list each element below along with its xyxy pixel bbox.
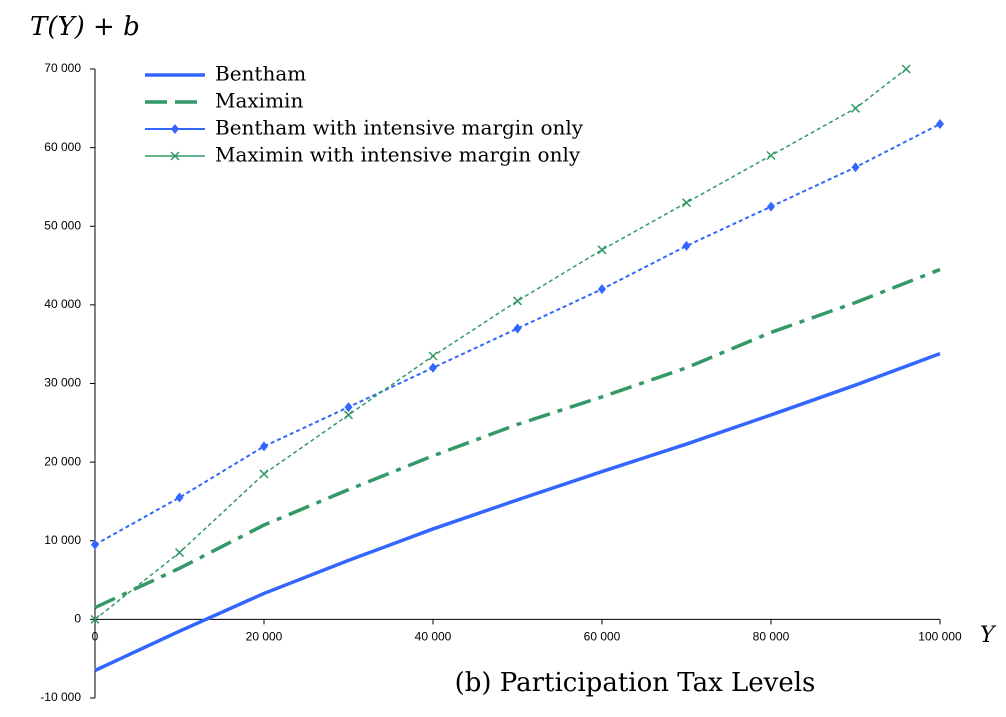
subtitle: (b) Participation Tax Levels	[455, 668, 816, 698]
x-tick-label: 60 000	[584, 630, 621, 644]
point-marker	[597, 245, 607, 255]
legend-label: Bentham	[215, 62, 306, 86]
point-marker	[260, 441, 268, 452]
point-marker	[850, 103, 861, 113]
legend-label: Maximin with intensive margin only	[215, 143, 581, 167]
point-marker	[598, 284, 606, 295]
point-marker	[259, 469, 269, 479]
point-marker	[174, 548, 185, 558]
point-marker	[429, 362, 437, 373]
point-marker	[513, 323, 522, 334]
y-tick-label: 20 000	[44, 454, 81, 468]
point-marker	[512, 296, 523, 306]
x-axis-label: Y	[980, 623, 997, 648]
y-tick-label: 30 000	[44, 376, 81, 390]
point-marker	[91, 539, 99, 550]
point-marker	[901, 64, 911, 74]
point-marker	[851, 162, 860, 173]
x-tick-label: 0	[92, 630, 99, 644]
y-tick-label: 10 000	[44, 533, 81, 547]
y-axis-label: T(Y) + b	[30, 12, 140, 42]
point-marker	[428, 351, 438, 361]
legend-label: Bentham with intensive margin only	[215, 116, 584, 140]
y-tick-label: 40 000	[44, 297, 81, 311]
legend-marker	[170, 151, 180, 161]
legend-marker	[171, 124, 179, 134]
series-line	[94, 267, 941, 610]
y-tick-label: 60 000	[44, 140, 81, 154]
x-tick-label: 80 000	[753, 630, 790, 644]
x-tick-label: 100 000	[918, 630, 962, 644]
point-marker	[343, 410, 354, 420]
series-line	[94, 351, 941, 673]
y-tick-label: 0	[74, 612, 81, 626]
point-marker	[344, 402, 353, 413]
y-tick-label: 70 000	[44, 61, 81, 75]
point-marker	[682, 240, 691, 251]
series-line	[94, 68, 907, 620]
series-line	[94, 123, 941, 546]
point-marker	[767, 201, 775, 212]
point-marker	[90, 614, 100, 624]
point-marker	[936, 119, 944, 130]
y-tick-label: 50 000	[44, 218, 81, 232]
point-marker	[175, 492, 184, 503]
y-tick-label: -10 000	[40, 690, 81, 704]
x-tick-label: 40 000	[415, 630, 452, 644]
x-tick-label: 20 000	[246, 630, 283, 644]
point-marker	[766, 150, 776, 161]
point-marker	[681, 198, 692, 208]
legend-label: Maximin	[215, 89, 303, 113]
